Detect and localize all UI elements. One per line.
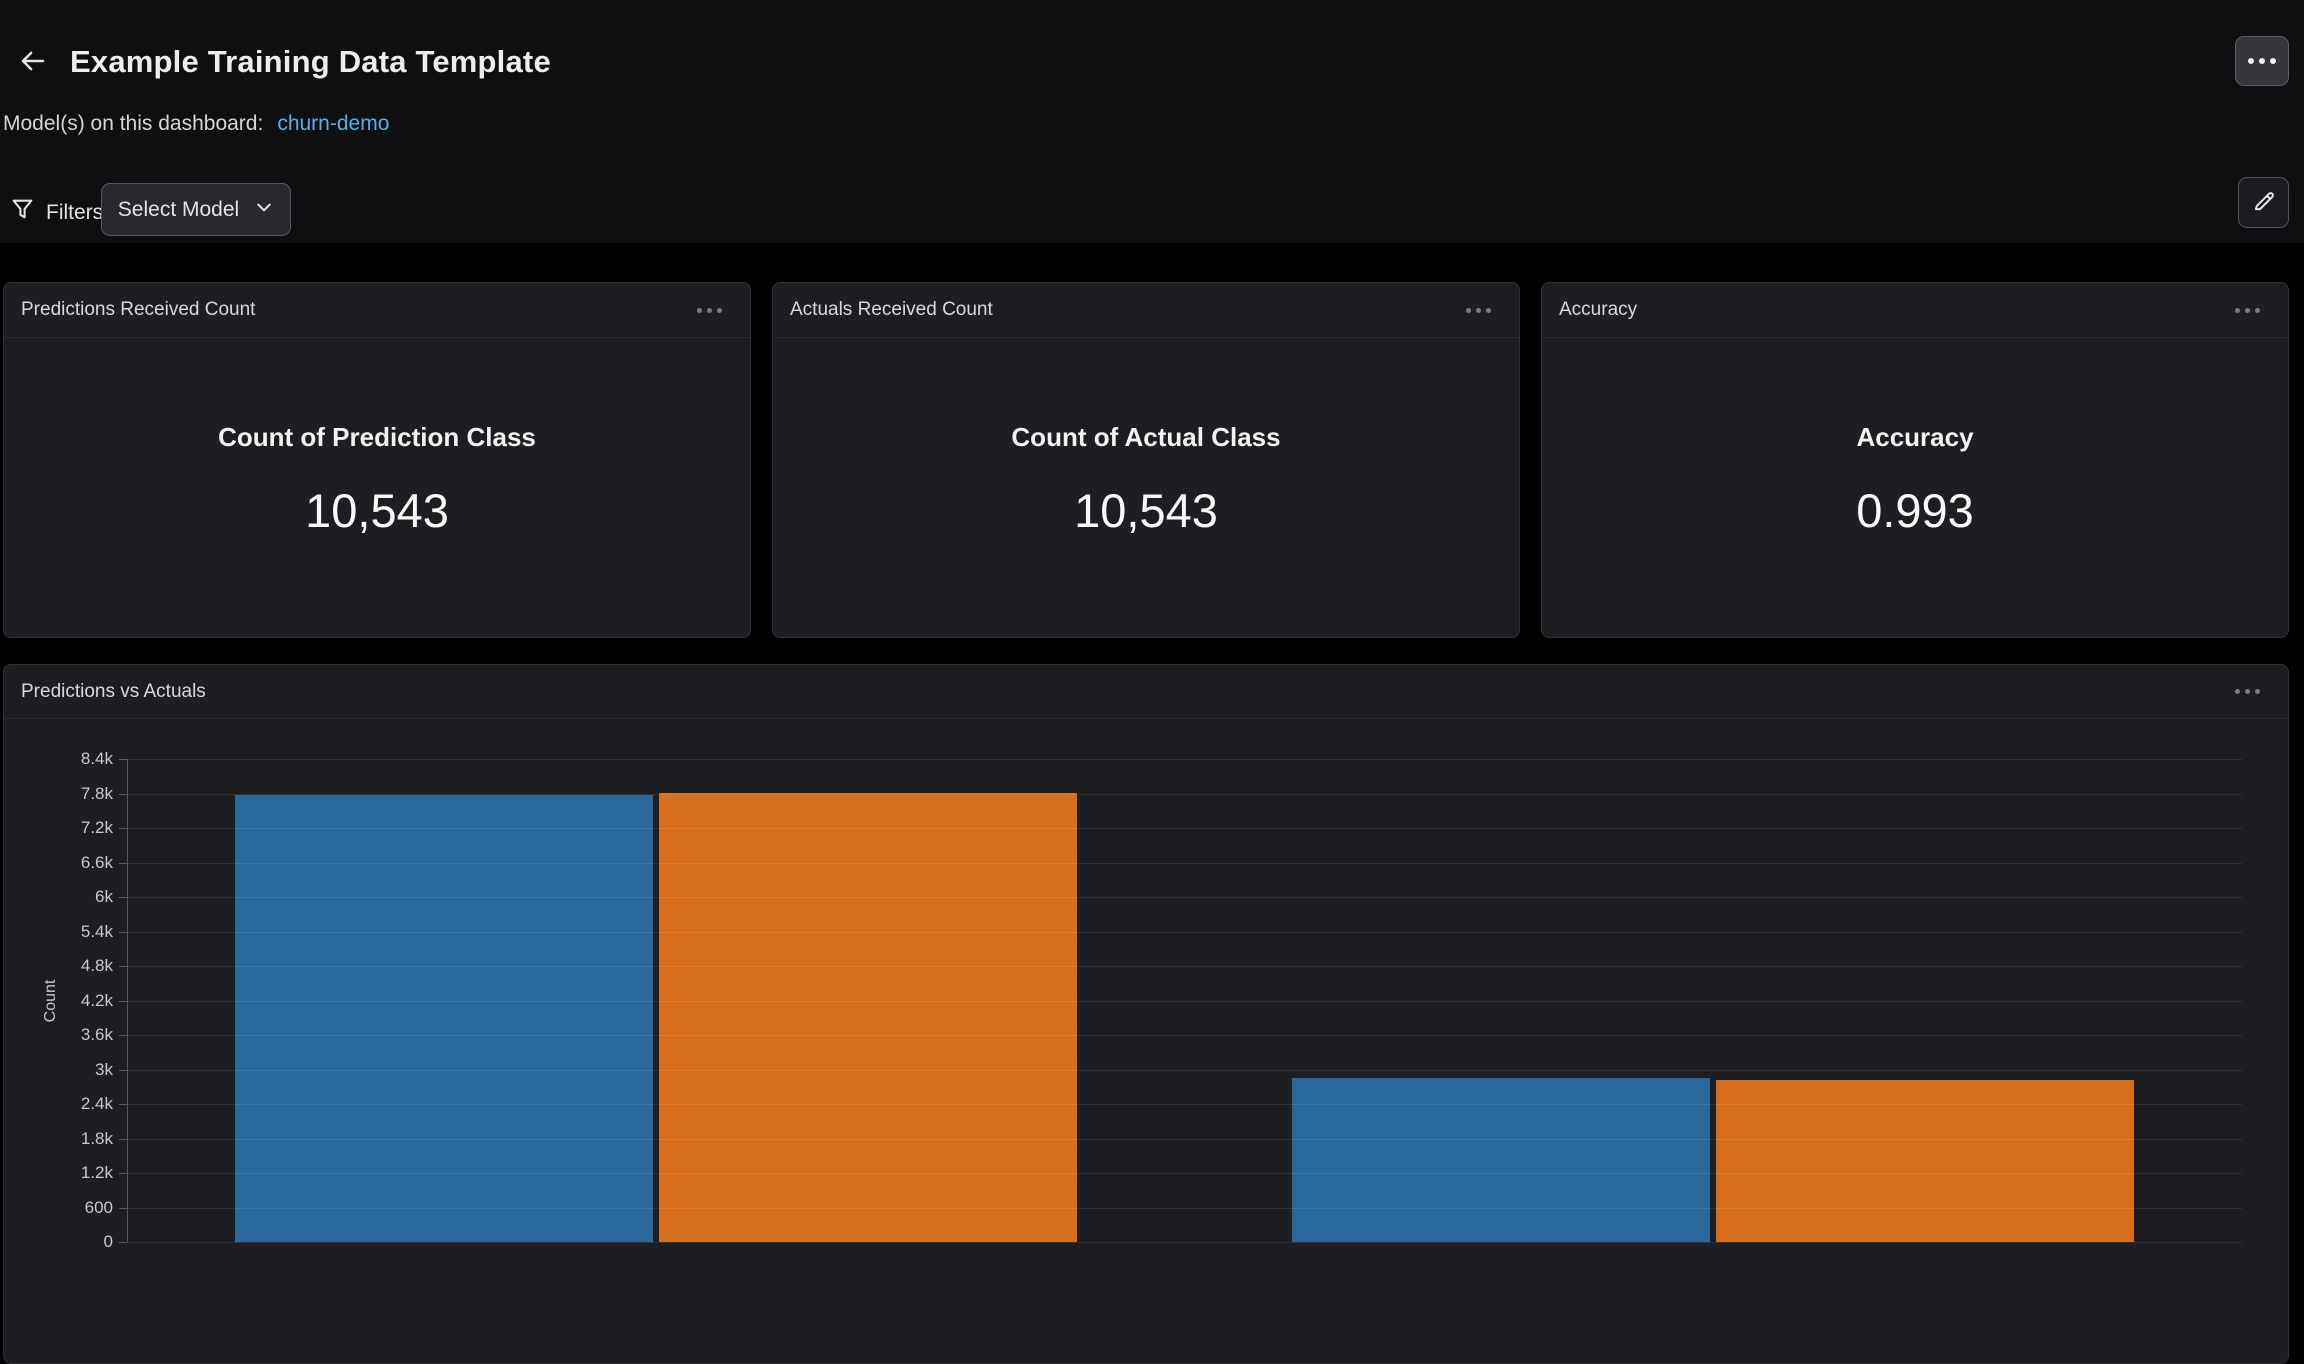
card-menu-button[interactable]: [2231, 304, 2264, 317]
tick-mark: [119, 1000, 127, 1002]
y-tick-label: 6.6k: [80, 852, 113, 872]
y-tick-label: 4.8k: [80, 956, 113, 975]
metric-title: Count of Actual Class: [1011, 421, 1281, 452]
select-model-dropdown[interactable]: Select Model: [101, 183, 291, 236]
chevron-down-icon: [254, 197, 274, 223]
gridline: [127, 793, 2242, 795]
filter-icon: [10, 196, 35, 229]
bar-actuals-group1[interactable]: [658, 792, 1077, 1242]
model-link[interactable]: churn-demo: [277, 112, 390, 135]
y-tick-label: 6k: [95, 887, 113, 906]
ellipsis-icon: [697, 307, 722, 313]
tick-mark: [119, 1242, 127, 1243]
card-predictions-received-count: Predictions Received Count Count of Pred…: [3, 282, 751, 638]
y-tick-label: 0: [103, 1232, 113, 1251]
tick-mark: [119, 828, 127, 829]
card-menu-button[interactable]: [1462, 304, 1495, 317]
bar-predictions-group2[interactable]: [1292, 1077, 1711, 1242]
back-arrow-icon: [16, 46, 50, 79]
card-actuals-received-count: Actuals Received Count Count of Actual C…: [772, 282, 1520, 638]
y-tick-label: 8.4k: [80, 749, 113, 768]
ellipsis-icon: [1466, 307, 1491, 313]
tick-mark: [119, 931, 127, 933]
y-tick-label: 1.8k: [80, 1128, 113, 1148]
tick-mark: [119, 966, 127, 967]
top-header-section: [0, 0, 2304, 243]
gridline: [127, 1069, 2242, 1071]
y-axis-line: [127, 759, 128, 1242]
tick-mark: [119, 1207, 127, 1209]
pencil-icon: [2251, 188, 2277, 217]
gridline: [127, 1207, 2242, 1209]
y-tick-label: 3k: [95, 1059, 113, 1079]
y-tick-label: 7.2k: [80, 818, 113, 837]
card-header-title: Predictions Received Count: [21, 299, 256, 320]
card-menu-button[interactable]: [693, 304, 726, 317]
select-model-label: Select Model: [117, 197, 240, 221]
tick-mark: [119, 897, 127, 898]
dashboard-menu-button[interactable]: [2235, 36, 2289, 86]
metric-title: Accuracy: [1856, 421, 1974, 452]
gridline: [127, 1000, 2242, 1002]
gridline: [127, 1173, 2242, 1174]
tick-mark: [119, 759, 127, 760]
gridline: [127, 828, 2242, 829]
metric-title: Count of Prediction Class: [218, 421, 536, 452]
metric-value: 10,543: [1074, 483, 1218, 537]
models-label: Model(s) on this dashboard:: [3, 112, 264, 135]
tick-mark: [119, 862, 127, 864]
gridline: [127, 1242, 2242, 1243]
y-tick-label: 7.8k: [80, 783, 113, 803]
tick-mark: [119, 1173, 127, 1174]
page-header: Example Training Data Template: [16, 44, 551, 80]
metric-value: 10,543: [305, 483, 449, 537]
gridline: [127, 966, 2242, 967]
y-tick-label: 5.4k: [80, 921, 113, 941]
ellipsis-icon: [2235, 689, 2260, 694]
ellipsis-icon: [2235, 307, 2260, 313]
ellipsis-icon: [2248, 58, 2276, 64]
chart-menu-button[interactable]: [2231, 685, 2264, 698]
bar-predictions-group1[interactable]: [234, 794, 653, 1242]
stat-cards-row: Predictions Received Count Count of Pred…: [3, 282, 2289, 638]
models-line: Model(s) on this dashboard: churn-demo: [3, 112, 389, 136]
chart-panel-title: Predictions vs Actuals: [21, 680, 206, 702]
tick-mark: [119, 1069, 127, 1071]
bar-chart-plot: 0 600 1.2k 1.8k 2.4k 3k 3.6k 4.2k 4.8k 5.4k 6k 6.6k…: [81, 749, 2242, 1251]
bar-actuals-group2[interactable]: [1716, 1079, 2135, 1242]
card-header-title: Accuracy: [1559, 299, 1638, 320]
gridline: [127, 1138, 2242, 1140]
gridline: [127, 897, 2242, 898]
tick-mark: [119, 1138, 127, 1140]
y-axis-label: Count: [42, 979, 59, 1023]
edit-dashboard-button[interactable]: [2238, 177, 2289, 228]
card-accuracy: Accuracy Accuracy 0.993: [1541, 282, 2289, 638]
gridline: [127, 1035, 2242, 1036]
predictions-vs-actuals-panel: Predictions vs Actuals Count 0 600 1.2k 1.8…: [3, 664, 2289, 1364]
tick-mark: [119, 1104, 127, 1105]
y-tick-label: 3.6k: [80, 1025, 113, 1044]
gridline: [127, 1104, 2242, 1105]
gridline: [127, 931, 2242, 933]
metric-value: 0.993: [1856, 483, 1974, 537]
gridline: [127, 759, 2242, 760]
gridline: [127, 862, 2242, 864]
y-tick-label: 600: [84, 1197, 113, 1217]
card-header-title: Actuals Received Count: [790, 299, 993, 320]
filters-button[interactable]: Filters: [10, 196, 103, 229]
filters-label: Filters: [46, 200, 104, 224]
y-tick-label: 2.4k: [80, 1094, 113, 1113]
y-tick-label: 4.2k: [80, 990, 113, 1010]
y-tick-label: 1.2k: [80, 1163, 113, 1182]
tick-mark: [119, 1035, 127, 1036]
back-button[interactable]: [16, 46, 50, 79]
page-title: Example Training Data Template: [70, 44, 551, 79]
tick-mark: [119, 793, 127, 795]
